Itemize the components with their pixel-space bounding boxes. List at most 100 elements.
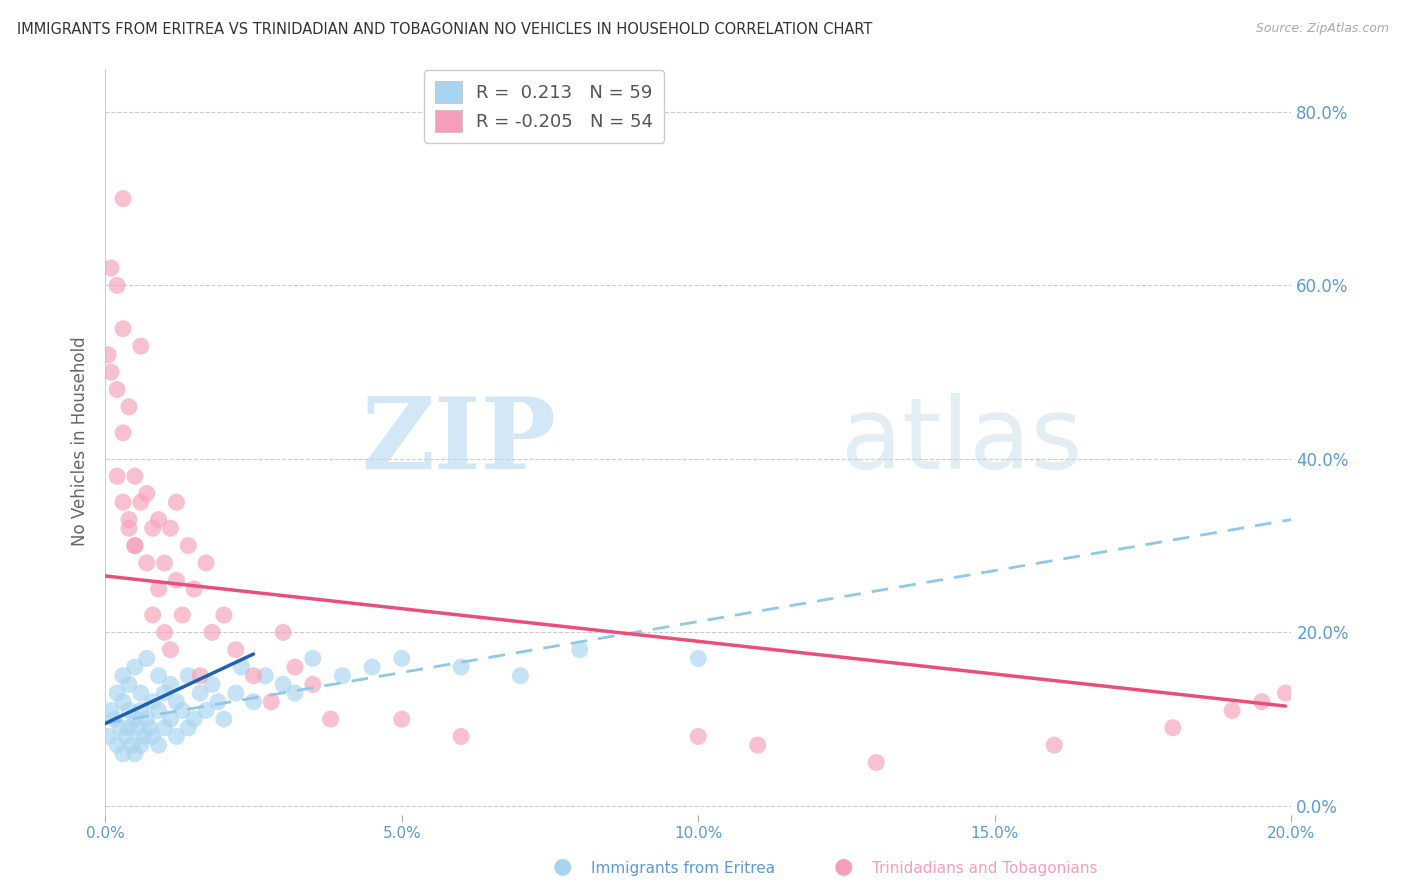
Point	[124, 469, 146, 483]
Point	[129, 339, 152, 353]
Point	[142, 695, 165, 709]
Point	[124, 539, 146, 553]
Point	[1161, 721, 1184, 735]
Point	[1250, 695, 1272, 709]
Point	[1043, 738, 1066, 752]
Point	[260, 695, 283, 709]
Point	[172, 703, 194, 717]
Point	[688, 730, 710, 744]
Point	[225, 642, 247, 657]
Point	[225, 686, 247, 700]
Point	[188, 669, 211, 683]
Point	[332, 669, 354, 683]
Point	[271, 677, 294, 691]
Point	[301, 651, 323, 665]
Point	[172, 607, 194, 622]
Point	[132, 730, 155, 744]
Point	[747, 738, 769, 752]
Point	[177, 539, 200, 553]
Text: ●: ●	[553, 856, 572, 876]
Point	[129, 495, 152, 509]
Point	[450, 660, 472, 674]
Point	[124, 712, 146, 726]
Text: atlas: atlas	[841, 393, 1083, 490]
Point	[97, 730, 120, 744]
Point	[100, 260, 122, 275]
Point	[118, 400, 141, 414]
Point	[159, 642, 181, 657]
Point	[118, 677, 141, 691]
Point	[183, 712, 205, 726]
Point	[284, 660, 307, 674]
Point	[148, 512, 170, 526]
Point	[111, 695, 134, 709]
Point	[195, 703, 218, 717]
Point	[242, 669, 264, 683]
Legend: R =  0.213   N = 59, R = -0.205   N = 54: R = 0.213 N = 59, R = -0.205 N = 54	[425, 70, 664, 143]
Point	[111, 425, 134, 440]
Text: ●: ●	[834, 856, 853, 876]
Point	[242, 695, 264, 709]
Point	[103, 712, 125, 726]
Y-axis label: No Vehicles in Household: No Vehicles in Household	[72, 336, 89, 546]
Point	[153, 721, 176, 735]
Point	[183, 582, 205, 596]
Point	[188, 686, 211, 700]
Point	[159, 677, 181, 691]
Point	[148, 582, 170, 596]
Point	[118, 721, 141, 735]
Point	[148, 703, 170, 717]
Point	[97, 348, 120, 362]
Point	[111, 495, 134, 509]
Point	[319, 712, 342, 726]
Text: IMMIGRANTS FROM ERITREA VS TRINIDADIAN AND TOBAGONIAN NO VEHICLES IN HOUSEHOLD C: IMMIGRANTS FROM ERITREA VS TRINIDADIAN A…	[17, 22, 872, 37]
Point	[865, 756, 887, 770]
Point	[284, 686, 307, 700]
Text: Source: ZipAtlas.com: Source: ZipAtlas.com	[1256, 22, 1389, 36]
Point	[111, 322, 134, 336]
Point	[135, 486, 157, 500]
Point	[177, 669, 200, 683]
Point	[509, 669, 531, 683]
Point	[148, 669, 170, 683]
Point	[142, 607, 165, 622]
Point	[195, 556, 218, 570]
Point	[231, 660, 253, 674]
Point	[361, 660, 384, 674]
Point	[153, 556, 176, 570]
Point	[124, 747, 146, 761]
Point	[129, 703, 152, 717]
Point	[129, 738, 152, 752]
Point	[165, 730, 187, 744]
Point	[391, 712, 413, 726]
Point	[450, 730, 472, 744]
Point	[100, 703, 122, 717]
Point	[142, 730, 165, 744]
Point	[135, 712, 157, 726]
Point	[212, 607, 235, 622]
Point	[165, 495, 187, 509]
Point	[135, 556, 157, 570]
Point	[1274, 686, 1296, 700]
Point	[105, 686, 128, 700]
Point	[177, 721, 200, 735]
Point	[105, 278, 128, 293]
Point	[129, 686, 152, 700]
Point	[271, 625, 294, 640]
Point	[201, 625, 224, 640]
Point	[254, 669, 277, 683]
Point	[118, 703, 141, 717]
Point	[100, 365, 122, 379]
Point	[148, 738, 170, 752]
Point	[124, 539, 146, 553]
Point	[115, 730, 138, 744]
Point	[165, 695, 187, 709]
Point	[159, 712, 181, 726]
Text: Immigrants from Eritrea: Immigrants from Eritrea	[591, 861, 775, 876]
Point	[118, 512, 141, 526]
Point	[212, 712, 235, 726]
Point	[105, 383, 128, 397]
Point	[121, 738, 143, 752]
Point	[165, 574, 187, 588]
Point	[105, 738, 128, 752]
